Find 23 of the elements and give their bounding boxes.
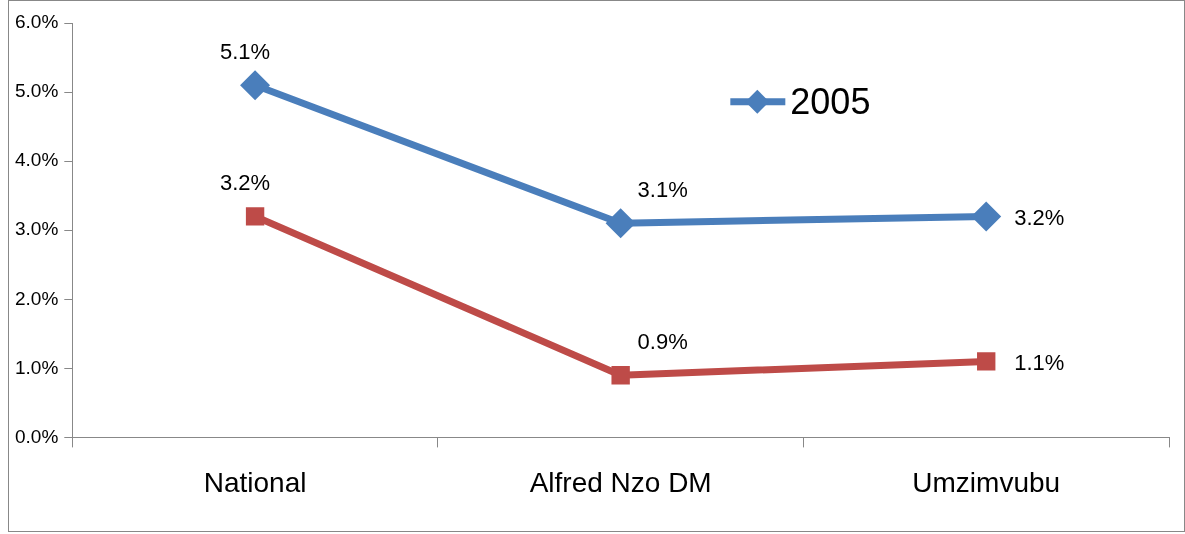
data-label: 3.2%	[220, 170, 271, 196]
data-label: 0.9%	[637, 329, 688, 355]
point	[245, 207, 265, 226]
y-tick-label: 2.0%	[14, 287, 59, 309]
point	[971, 201, 1002, 232]
data-label: 5.1%	[220, 39, 271, 65]
point	[240, 70, 271, 101]
y-tick-label: 1.0%	[14, 356, 59, 378]
data-label: 3.1%	[637, 177, 688, 203]
legend-label: 2005	[790, 80, 871, 122]
point	[977, 352, 996, 371]
x-tick-label: National	[203, 466, 307, 498]
x-tick-label: Alfred Nzo DM	[529, 466, 712, 498]
y-tick-label: 4.0%	[14, 149, 59, 171]
x-tick-label: Umzimvubu	[912, 466, 1061, 498]
data-label: 3.2%	[1014, 205, 1065, 231]
y-tick-label: 5.0%	[14, 80, 59, 102]
data-label: 1.1%	[1014, 350, 1065, 376]
point	[611, 366, 630, 385]
y-tick-label: 3.0%	[14, 218, 59, 240]
point	[605, 208, 636, 239]
y-tick-label: 0.0%	[14, 425, 59, 447]
y-tick-label: 6.0%	[14, 11, 59, 33]
